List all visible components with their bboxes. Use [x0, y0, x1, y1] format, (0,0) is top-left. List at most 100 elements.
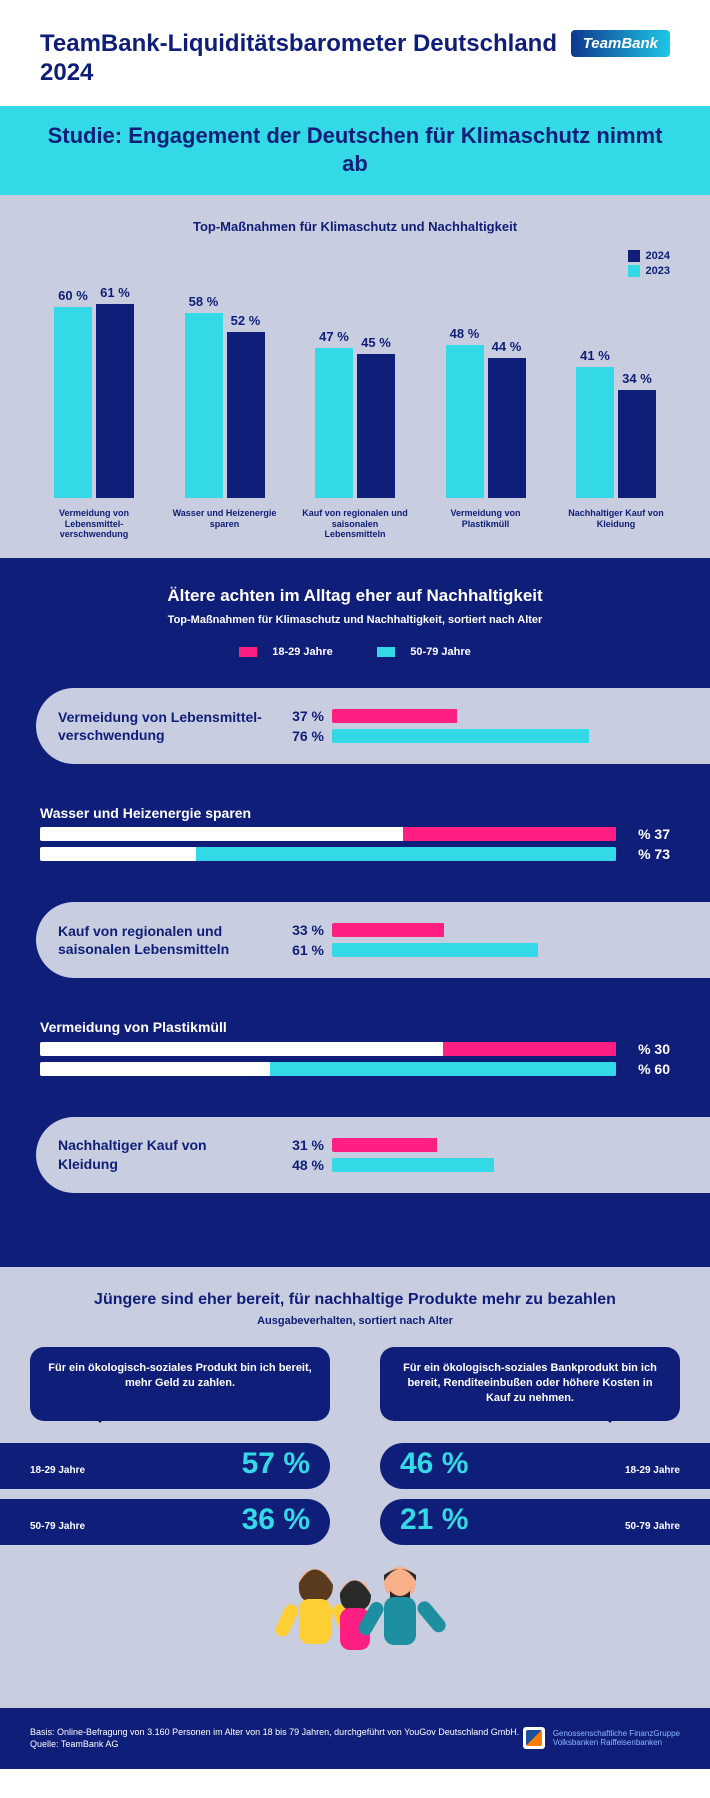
section3-title: Jüngere sind eher bereit, für nachhaltig…	[30, 1291, 680, 1309]
legend-label-2023: 2023	[646, 265, 670, 277]
category-label: Nachhaltiger Kauf von Kleidung	[562, 508, 670, 540]
hbar-pct: 37 %	[278, 708, 324, 724]
study-banner: Studie: Engagement der Deutschen für Kli…	[0, 106, 710, 195]
vr-logo	[523, 1727, 545, 1749]
teambank-logo: TeamBank	[571, 30, 670, 57]
row-bars: 33 % 61 %	[278, 918, 710, 962]
hbar-pct: 76 %	[278, 728, 324, 744]
hbar-line: 73 %	[40, 846, 670, 862]
footer-org1: Genossenschaftliche FinanzGruppe	[553, 1729, 680, 1739]
hbar-pct: 33 %	[278, 922, 324, 938]
age-label: 18-29 Jahre	[30, 1465, 85, 1476]
bar-group: 48 %44 %	[432, 326, 540, 498]
legend-swatch-2024	[628, 250, 640, 262]
legend2-label-old: 50-79 Jahre	[410, 646, 471, 658]
hbar-line: 48 %	[278, 1157, 670, 1173]
hbar-pct: 37 %	[624, 826, 670, 842]
hbar-track	[332, 923, 670, 937]
stat-pill-left-old: 50-79 Jahre 36 %	[0, 1499, 330, 1545]
hbar-pct: 61 %	[278, 942, 324, 958]
row-label: Vermeidung von Plastikmüll	[40, 1018, 340, 1036]
bar: 44 %	[488, 339, 526, 498]
bar-column	[618, 390, 656, 498]
footer-left: Basis: Online-Befragung von 3.160 Person…	[30, 1726, 519, 1751]
footer-right: Genossenschaftliche FinanzGruppe Volksba…	[523, 1727, 680, 1749]
hbar-fill	[332, 1158, 494, 1172]
hbar-track	[40, 1042, 616, 1056]
chart1-legend: 2024 2023	[628, 250, 670, 280]
hbar-track	[40, 827, 616, 841]
hbar-line: 61 %	[278, 942, 670, 958]
hbar-line: 31 %	[278, 1137, 670, 1153]
bar-column	[54, 307, 92, 498]
hbar-pct: 48 %	[278, 1157, 324, 1173]
bar-column	[227, 332, 265, 498]
age-row: Vermeidung von Lebensmittel­verschwendun…	[36, 688, 710, 764]
hbar-pct: 73 %	[624, 846, 670, 862]
hbar-line: 37 %	[40, 826, 670, 842]
hbar-line: 76 %	[278, 728, 670, 744]
row-label: Kauf von regionalen und saisonalen Leben…	[58, 922, 278, 958]
section3-willingness-to-pay: Jüngere sind eher bereit, für nachhaltig…	[0, 1267, 710, 1708]
section2-age-comparison: Ältere achten im Alltag eher auf Nachhal…	[0, 558, 710, 1266]
category-label: Wasser und Heizenergie sparen	[171, 508, 279, 540]
hbar-line: 30 %	[40, 1041, 670, 1057]
hbar-fill	[332, 943, 538, 957]
section2-title: Ältere achten im Alltag eher auf Nachhal…	[0, 586, 710, 606]
age-row: Wasser und Heizenergie sparen37 %73 %	[0, 804, 710, 862]
hbar-track	[332, 729, 670, 743]
footer: Basis: Online-Befragung von 3.160 Person…	[0, 1708, 710, 1769]
age-label: 18-29 Jahre	[625, 1465, 680, 1476]
bar-group: 41 % 34 %	[562, 348, 670, 498]
hbar-track	[332, 1138, 670, 1152]
bar-value-label: 47 %	[319, 329, 349, 344]
bar: 60 %	[54, 288, 92, 498]
bar-value-label: 45 %	[361, 335, 391, 350]
bar-value-label: 41 %	[580, 348, 610, 363]
hbar-track	[40, 1062, 616, 1076]
age-row: Vermeidung von Plastikmüll 30 % 60 %	[0, 1018, 710, 1076]
study-banner-text: Studie: Engagement der Deutschen für Kli…	[40, 122, 670, 179]
hbar-fill	[270, 1062, 616, 1076]
row-bars: 37 % 73 %	[40, 826, 670, 862]
hbar-fill	[332, 729, 589, 743]
section1-title: Top-Maßnahmen für Klimaschutz und Nachha…	[40, 219, 670, 234]
age-label: 50-79 Jahre	[625, 1521, 680, 1532]
chart1-bars: 60 % 61 % 58 %52 % 47 % 45 % 48 %44 % 41 % 34 %	[40, 268, 670, 498]
row-label: Nachhaltiger Kauf von Kleidung	[58, 1136, 278, 1172]
section1-bar-chart: Top-Maßnahmen für Klimaschutz und Nachha…	[0, 195, 710, 558]
chart1-categories: Vermeidung von Lebensmittel-verschwendun…	[40, 508, 670, 540]
section3-stats: 18-29 Jahre 57 % 50-79 Jahre 36 % 18-29 …	[30, 1443, 680, 1555]
hbar-line: 37 %	[278, 708, 670, 724]
pct-value: 21 %	[400, 1503, 468, 1537]
pct-value: 57 %	[242, 1447, 310, 1481]
hbar-fill	[332, 1138, 437, 1152]
hbar-track	[40, 847, 616, 861]
stat-col-right: 18-29 Jahre 46 % 50-79 Jahre 21 %	[380, 1443, 680, 1555]
stat-pill-right-young: 18-29 Jahre 46 %	[380, 1443, 710, 1489]
section3-subtitle: Ausgabeverhalten, sortiert nach Alter	[30, 1315, 680, 1327]
bar-column	[315, 348, 353, 498]
hbar-fill	[196, 847, 616, 861]
hbar-pct: 60 %	[624, 1061, 670, 1077]
bar: 58 %	[185, 294, 223, 498]
legend2-swatch-old	[377, 647, 395, 657]
row-label: Vermeidung von Lebensmittel­verschwendun…	[58, 708, 278, 744]
row-bars: 37 % 76 %	[278, 704, 710, 748]
hbar-track	[332, 943, 670, 957]
footer-basis: Basis: Online-Befragung von 3.160 Person…	[30, 1726, 519, 1739]
bar: 34 %	[618, 371, 656, 498]
hbar-fill	[332, 709, 457, 723]
pct-value: 46 %	[400, 1447, 468, 1481]
bar-value-label: 61 %	[100, 285, 130, 300]
hbar-line: 33 %	[278, 922, 670, 938]
bar-value-label: 34 %	[622, 371, 652, 386]
people-illustration	[30, 1545, 680, 1690]
speech-bubble-right: Für ein ökologisch-soziales Bankprodukt …	[380, 1347, 680, 1421]
stat-pill-right-old: 50-79 Jahre 21 %	[380, 1499, 710, 1545]
bar-group: 58 %52 %	[171, 294, 279, 498]
header: TeamBank-Liquiditätsbarometer Deutschlan…	[0, 0, 710, 106]
bar: 45 %	[357, 335, 395, 497]
category-label: Vermeidung von Lebensmittel-verschwendun…	[40, 508, 148, 540]
legend-swatch-2023	[628, 265, 640, 277]
